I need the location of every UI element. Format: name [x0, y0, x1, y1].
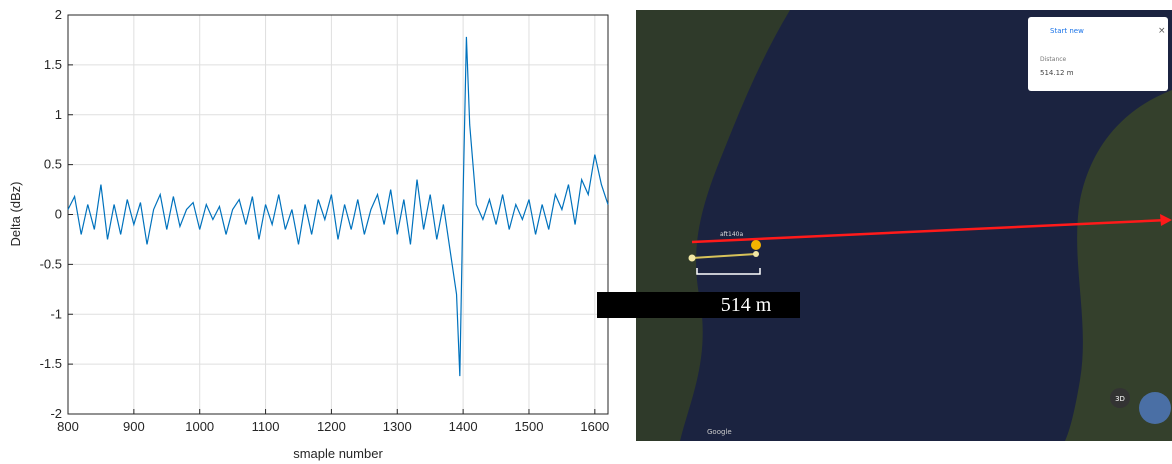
y-axis-label: Delta (dBz) — [8, 181, 23, 246]
map-screenshot: Start new × Distance 514.12 m aft140a 51… — [597, 10, 1172, 441]
attribution: Google — [707, 428, 732, 436]
globe-button[interactable] — [1139, 392, 1171, 424]
arrow-head — [1160, 214, 1172, 226]
scale-bracket — [696, 268, 761, 275]
y-tick-label: 1.5 — [44, 57, 62, 72]
3d-button[interactable]: 3D — [1115, 395, 1125, 403]
x-tick-label: 1300 — [383, 419, 412, 434]
data-line — [67, 36, 609, 377]
red-arrow — [691, 218, 1169, 244]
close-icon[interactable]: × — [1158, 26, 1166, 36]
measure-point — [753, 251, 759, 257]
y-tick-label: 2 — [55, 7, 62, 22]
distance-value: 514.12 m — [1040, 69, 1074, 77]
map-control[interactable] — [1110, 388, 1130, 408]
measure-line — [691, 253, 757, 259]
y-tick-label: -2 — [50, 406, 62, 421]
start-new-button[interactable]: Start new — [1050, 27, 1084, 35]
y-tick-label: -1.5 — [40, 356, 62, 371]
y-tick-label: 0.5 — [44, 157, 62, 172]
distance-panel — [1028, 17, 1168, 91]
x-tick-label: 1000 — [185, 419, 214, 434]
map-land-east — [1065, 90, 1172, 441]
x-tick-label: 900 — [123, 419, 145, 434]
x-tick-label: 1500 — [515, 419, 544, 434]
line-chart: -2 -1.5 -1 -0.5 0 0.5 1 1.5 2 800 900 1000 1100 1200 1… — [40, 7, 610, 434]
annotation-text: 514 m — [721, 294, 772, 316]
x-tick-label: 1400 — [449, 419, 478, 434]
y-tick-label: 0 — [55, 207, 62, 222]
x-tick-label: 800 — [57, 419, 79, 434]
axes-box — [67, 14, 609, 415]
y-tick-label: -0.5 — [40, 256, 62, 271]
x-tick-label: 1100 — [252, 419, 280, 434]
map-land-west — [636, 10, 790, 441]
annotation-box — [597, 292, 800, 318]
y-tick-label: 1 — [55, 107, 62, 122]
x-tick-label: 1200 — [317, 419, 346, 434]
measure-pin — [751, 240, 761, 250]
x-axis-label: smaple number — [293, 446, 383, 461]
distance-label: Distance — [1040, 56, 1067, 63]
x-tick-label: 1600 — [580, 419, 609, 434]
place-label: aft140a — [720, 231, 743, 238]
measure-point — [688, 254, 696, 262]
y-tick-label: -1 — [50, 306, 62, 321]
